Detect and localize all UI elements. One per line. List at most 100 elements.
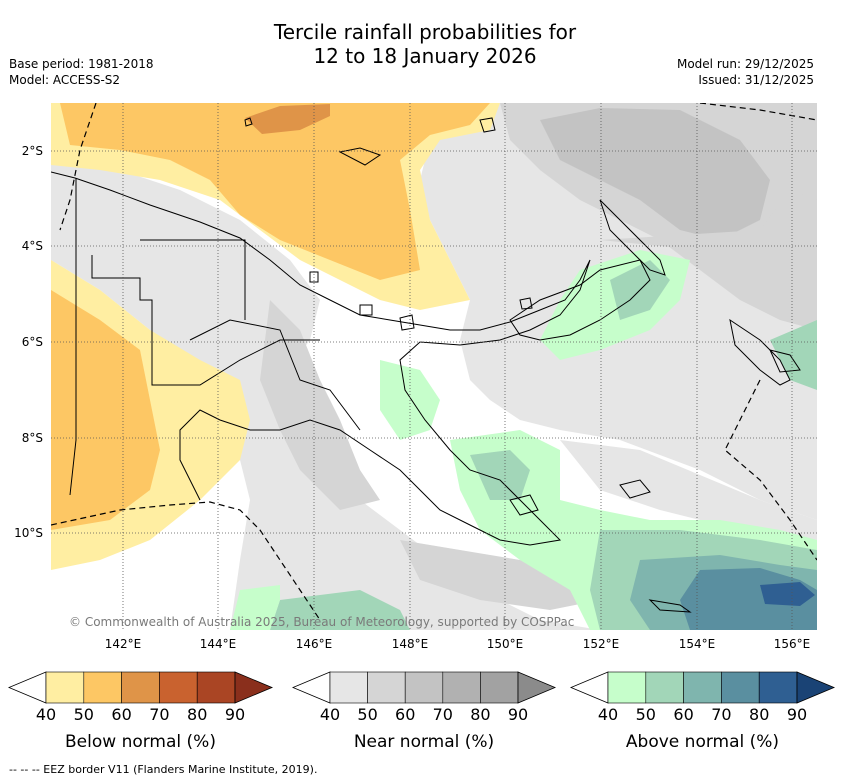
colorbar-segment xyxy=(645,671,684,704)
island-6 xyxy=(399,314,415,331)
island-9 xyxy=(244,117,253,127)
island-7 xyxy=(309,271,319,283)
colorbar-tick-label: 90 xyxy=(787,705,807,724)
colorbar-tick-label: 60 xyxy=(111,705,131,724)
below-normal-core-west xyxy=(51,290,160,530)
lon-label-152e: 152°E xyxy=(583,637,620,651)
colorbar-tick-label: 40 xyxy=(598,705,618,724)
colorbar-tick-label: 90 xyxy=(225,705,245,724)
below-normal-core-north xyxy=(60,103,490,280)
new-guinea-coast xyxy=(51,171,591,546)
above-normal-peak-south xyxy=(760,582,815,606)
above-normal-region-sw-2 xyxy=(230,585,280,630)
model-run: Model run: 29/12/2025 xyxy=(676,57,814,71)
lat-label-6s: 6°S xyxy=(22,335,43,349)
colorbar-tick-label: 40 xyxy=(36,705,56,724)
colorbar-1: 40 50 60 70 80 90 Below normal (%) xyxy=(7,671,274,752)
admin-borders xyxy=(69,178,361,496)
colorbar-tick-label: 50 xyxy=(636,705,656,724)
colorbar-title: Below normal (%) xyxy=(65,732,216,752)
colorbar-tick-label: 80 xyxy=(187,705,207,724)
lon-label-156e: 156°E xyxy=(774,637,811,651)
colorbar-tick-label: 70 xyxy=(149,705,169,724)
colorbar-segment xyxy=(45,671,85,704)
lat-label-8s: 8°S xyxy=(22,431,43,445)
colorbar-segment xyxy=(758,671,798,704)
title-line-2: 12 to 18 January 2026 xyxy=(313,44,537,68)
colorbar-segment xyxy=(159,671,198,704)
colorbar-extend-low xyxy=(291,671,331,704)
colorbar-title: Above normal (%) xyxy=(626,732,779,752)
colorbar-segment xyxy=(196,671,236,704)
lon-labels: 142°E 144°E 146°E 148°E 150°E 152°E 154°… xyxy=(105,637,811,651)
eez-footnote: -- -- -- EEZ border V11 (Flanders Marine… xyxy=(9,763,318,776)
lon-label-142e: 142°E xyxy=(105,637,142,651)
lat-label-10s: 10°S xyxy=(14,526,43,540)
above-normal-core-central xyxy=(470,450,530,500)
above-normal-region-sw xyxy=(270,590,410,630)
model-name: Model: ACCESS-S2 xyxy=(9,73,121,87)
island-5 xyxy=(619,479,651,499)
eez-border-south xyxy=(51,501,321,621)
issued-date: Issued: 31/12/2025 xyxy=(698,73,814,87)
colorbar-extend-low xyxy=(569,671,609,704)
island-8 xyxy=(359,304,373,316)
bougainville-coast xyxy=(729,318,791,386)
colorbar-extend-low xyxy=(7,671,47,704)
colorbar-segment xyxy=(367,671,406,704)
colorbar-tick-label: 50 xyxy=(74,705,94,724)
colorbar-segment xyxy=(121,671,160,704)
lon-label-146e: 146°E xyxy=(296,637,333,651)
title-line-1: Tercile rainfall probabilities for xyxy=(273,20,577,44)
probability-map: © Commonwealth of Australia 2025, Bureau… xyxy=(51,103,817,630)
lon-label-150e: 150°E xyxy=(487,637,524,651)
island-2 xyxy=(519,297,533,310)
island-3 xyxy=(509,494,539,516)
colorbar-segment xyxy=(480,671,519,704)
colorbar-extend-high xyxy=(517,671,557,704)
manus-island xyxy=(338,147,382,166)
near-normal-region-west xyxy=(51,160,600,630)
colorbar-segment xyxy=(404,671,444,704)
colorbar-extend-high xyxy=(234,671,274,704)
gridlines xyxy=(51,103,817,630)
colorbar-tick-label: 60 xyxy=(395,705,415,724)
png-province-border-1 xyxy=(91,255,320,386)
colorbar-2: 40 50 60 70 80 90 Near normal (%) xyxy=(291,671,557,752)
near-normal-band-south xyxy=(400,540,600,610)
eez-border-se xyxy=(724,379,817,561)
colorbar-3: 40 50 60 70 80 90 Above normal (%) xyxy=(569,671,836,752)
lon-label-154e: 154°E xyxy=(679,637,716,651)
colorbar-tick-label: 70 xyxy=(711,705,731,724)
colorbar-tick-label: 80 xyxy=(470,705,490,724)
coastlines xyxy=(51,117,801,613)
eez-borders xyxy=(51,103,817,621)
colorbar-segment xyxy=(721,671,760,704)
map-title: Tercile rainfall probabilities for 12 to… xyxy=(0,20,850,68)
new-ireland-coast xyxy=(599,199,666,276)
colorbars: 40 50 60 70 80 90 Below normal (%) 40 50 60 70 80 90… xyxy=(7,671,836,752)
colorbar-tick-label: 50 xyxy=(357,705,377,724)
near-normal-band-3 xyxy=(600,190,817,300)
base-period: Base period: 1981-2018 xyxy=(9,57,154,71)
near-normal-band-west xyxy=(260,300,380,510)
lat-label-4s: 4°S xyxy=(22,239,43,253)
new-britain-coast xyxy=(509,259,651,341)
colorbar-extend-high xyxy=(796,671,836,704)
lon-label-148e: 148°E xyxy=(392,637,429,651)
colorbar-segment xyxy=(83,671,122,704)
near-normal-band-2 xyxy=(540,108,770,240)
meta-right: Model run: 29/12/2025 Issued: 31/12/2025 xyxy=(677,56,814,88)
above-normal-region-ne xyxy=(770,320,817,390)
island-4 xyxy=(648,599,692,613)
colorbar-tick-label: 80 xyxy=(749,705,769,724)
colorbar-tick-label: 70 xyxy=(433,705,453,724)
colorbar-segment xyxy=(442,671,481,704)
lon-label-144e: 144°E xyxy=(200,637,237,651)
png-indonesia-border xyxy=(69,178,77,496)
colorbar-tick-label: 60 xyxy=(673,705,693,724)
eez-border-west xyxy=(59,103,97,231)
png-province-border-2 xyxy=(140,239,246,320)
colorbar-segment xyxy=(329,671,368,704)
